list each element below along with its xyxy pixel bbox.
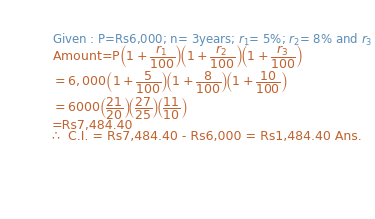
Text: ∴  C.I. = Rs7,484.40 - Rs6,000 = Rs1,484.40 Ans.: ∴ C.I. = Rs7,484.40 - Rs6,000 = Rs1,484.… bbox=[51, 130, 361, 143]
Text: $= 6000\left(\dfrac{21}{20}\right)\!\left(\dfrac{27}{25}\right)\!\left(\dfrac{11: $= 6000\left(\dfrac{21}{20}\right)\!\lef… bbox=[51, 95, 187, 121]
Text: =Rs7,484.40: =Rs7,484.40 bbox=[51, 119, 133, 132]
Text: $= 6, 000\left(1+\dfrac{5}{100}\right)\!\left(1+\dfrac{8}{100}\right)\!\left(1+\: $= 6, 000\left(1+\dfrac{5}{100}\right)\!… bbox=[51, 69, 287, 95]
Text: Amount=P$\left(1+\dfrac{r_1}{100}\right)\!\left(1+\dfrac{r_2}{100}\right)\!\left: Amount=P$\left(1+\dfrac{r_1}{100}\right)… bbox=[51, 44, 303, 71]
Text: Given : P=Rs6,000; n= 3years; $r_1$= 5%; $r_2$= 8% and $r_3$ =10%: Given : P=Rs6,000; n= 3years; $r_1$= 5%;… bbox=[51, 31, 375, 48]
